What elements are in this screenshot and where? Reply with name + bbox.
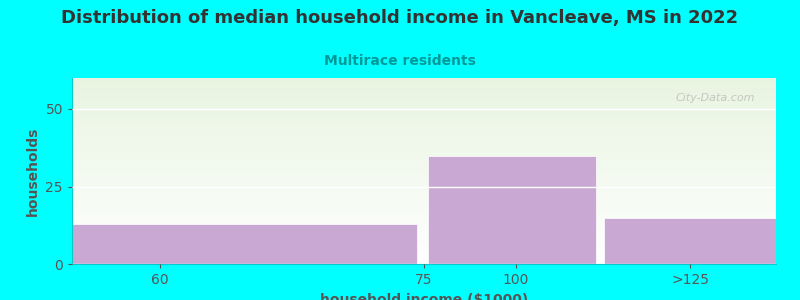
Bar	[72, 224, 417, 264]
X-axis label: household income ($1000): household income ($1000)	[320, 292, 528, 300]
Text: City-Data.com: City-Data.com	[675, 93, 755, 103]
Bar	[427, 155, 597, 264]
Text: Distribution of median household income in Vancleave, MS in 2022: Distribution of median household income …	[62, 9, 738, 27]
Bar	[603, 218, 776, 264]
Y-axis label: households: households	[26, 126, 40, 216]
Text: Multirace residents: Multirace residents	[324, 54, 476, 68]
